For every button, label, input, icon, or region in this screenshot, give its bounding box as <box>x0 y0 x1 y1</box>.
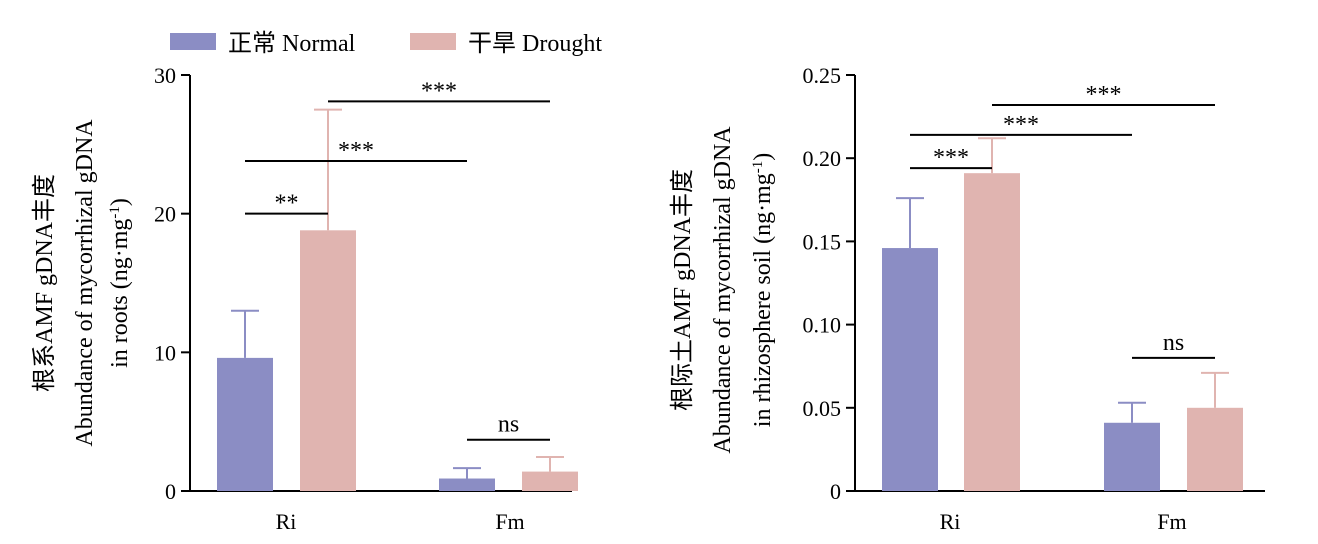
y-tick-label: 20 <box>154 202 176 227</box>
category-label: Fm <box>495 509 524 534</box>
bar-fm-normal <box>1104 422 1160 491</box>
significance-label: *** <box>338 138 374 164</box>
significance-label: *** <box>1003 112 1039 138</box>
bar-fm-normal <box>439 478 495 491</box>
y-tick-label: 30 <box>154 63 176 88</box>
legend-label-normal: 正常 Normal <box>228 30 356 57</box>
y-tick-label: 0 <box>830 479 841 504</box>
y-tick-label: 0.05 <box>803 396 842 421</box>
y-axis-title-line-1: 根际土AMF gDNA丰度 <box>669 169 696 411</box>
bar-fm-drought <box>522 471 578 491</box>
y-axis-title-close: ) <box>107 198 133 206</box>
significance-label: ns <box>1163 330 1184 356</box>
y-tick-label: 0.15 <box>803 229 842 254</box>
category-labels: Ri Fm <box>276 509 525 534</box>
bar-ri-drought <box>964 173 1020 491</box>
y-axis-title-line-3: in roots (ng·mg-1) <box>107 198 133 368</box>
bar-fm-drought <box>1187 407 1243 491</box>
category-label: Fm <box>1157 509 1186 534</box>
significance-annotations: ********ns <box>245 78 550 441</box>
y-axis-title-line-1: 根系AMF gDNA丰度 <box>31 174 58 392</box>
y-axis-title-line-3: in rhizosphere soil (ng·mg-1) <box>750 153 776 427</box>
bar-ri-normal <box>217 357 273 491</box>
legend: 正常 Normal 干旱 Drought <box>170 30 602 57</box>
legend-swatch-normal <box>170 33 216 50</box>
y-axis-title-line-2: Abundance of mycorrhizal gDNA <box>710 126 736 454</box>
bars <box>882 137 1243 491</box>
y-axis-title-superscript: -1 <box>107 206 123 219</box>
bar-ri-normal <box>882 248 938 491</box>
y-tick-label: 0.25 <box>803 63 842 88</box>
category-label: Ri <box>940 509 961 534</box>
y-ticks: 0 0.05 0.10 0.15 0.20 0.25 <box>803 63 855 504</box>
significance-label: ns <box>498 412 519 438</box>
bars <box>217 108 578 491</box>
significance-annotations: *** *** *** ns <box>910 82 1215 359</box>
significance-label: *** <box>421 78 457 104</box>
y-tick-label: 0 <box>165 479 176 504</box>
significance-label: ** <box>275 191 299 217</box>
y-axis-title-text: in roots (ng·mg <box>107 219 133 368</box>
y-axis-title-line-2: Abundance of mycorrhizal gDNA <box>72 119 98 447</box>
y-axis-title-close: ) <box>750 153 776 161</box>
bar-ri-drought <box>300 230 356 491</box>
significance-label: *** <box>1086 82 1122 108</box>
y-tick-label: 10 <box>154 340 176 365</box>
y-tick-label: 0.20 <box>803 146 842 171</box>
chart-rhizosphere-soil: 0 0.05 0.10 0.15 0.20 0.25 *** *** *** ns Ri Fm 根… <box>669 63 1265 534</box>
category-label: Ri <box>276 509 297 534</box>
significance-label: *** <box>933 145 969 171</box>
y-axis-title-text: in rhizosphere soil (ng·mg <box>750 173 776 427</box>
y-ticks: 0 10 20 30 <box>154 63 190 504</box>
y-axis-title-superscript: -1 <box>750 161 766 174</box>
legend-swatch-drought <box>410 33 456 50</box>
y-tick-label: 0.10 <box>803 313 842 338</box>
category-labels: Ri Fm <box>940 509 1187 534</box>
legend-label-drought: 干旱 Drought <box>468 31 602 57</box>
